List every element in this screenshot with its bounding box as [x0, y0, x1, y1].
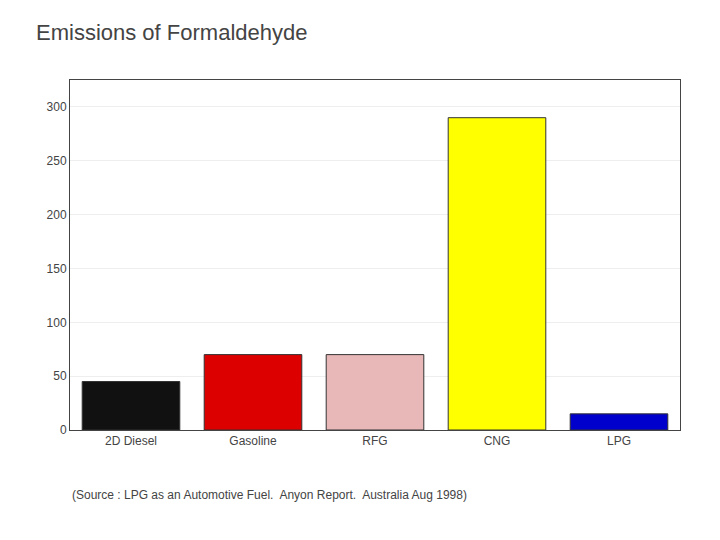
svg-text:200: 200: [47, 208, 67, 222]
svg-text:100: 100: [47, 316, 67, 330]
svg-text:CNG: CNG: [484, 434, 511, 448]
svg-text:0: 0: [60, 423, 67, 437]
svg-text:LPG: LPG: [607, 434, 631, 448]
svg-text:250: 250: [47, 154, 67, 168]
svg-text:RFG: RFG: [362, 434, 387, 448]
svg-text:2D Diesel: 2D Diesel: [105, 434, 157, 448]
svg-text:300: 300: [47, 100, 67, 114]
svg-text:Emissions of Formaldehyde: Emissions of Formaldehyde: [36, 20, 307, 45]
svg-text:(Source : LPG as an Automotive: (Source : LPG as an Automotive Fuel. Any…: [72, 488, 467, 502]
svg-text:Gasoline: Gasoline: [229, 434, 277, 448]
svg-text:150: 150: [47, 262, 67, 276]
svg-text:50: 50: [53, 369, 67, 383]
